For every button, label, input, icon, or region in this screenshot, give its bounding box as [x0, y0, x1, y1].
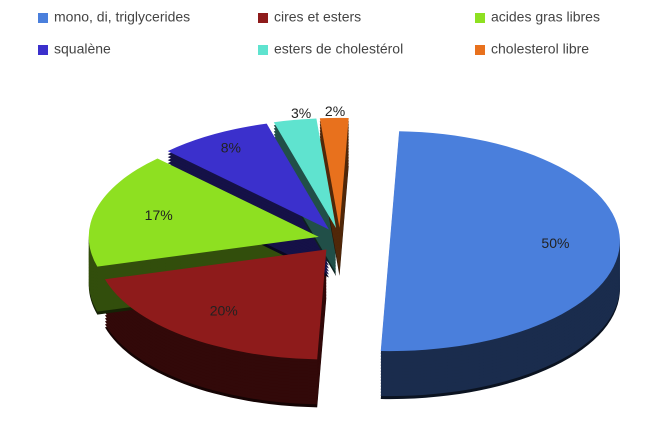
legend-swatch — [38, 45, 48, 55]
legend-swatch — [475, 45, 485, 55]
legend-label: acides gras libres — [491, 9, 600, 25]
value-label: 17% — [145, 207, 173, 223]
legend-label: cholesterol libre — [491, 41, 589, 57]
legend-swatch — [258, 45, 268, 55]
legend-label: cires et esters — [274, 9, 361, 25]
value-label: 3% — [291, 105, 311, 121]
legend-label: esters de cholestérol — [274, 41, 403, 57]
legend-swatch — [258, 13, 268, 23]
slice — [319, 117, 349, 228]
slice — [273, 118, 337, 229]
slice — [380, 131, 620, 352]
value-label: 2% — [325, 103, 345, 119]
value-label: 8% — [221, 139, 241, 155]
value-label: 20% — [210, 302, 238, 318]
slice — [167, 123, 329, 230]
legend-swatch — [38, 13, 48, 23]
slice — [88, 158, 319, 267]
value-label: 50% — [541, 235, 569, 251]
legend-swatch — [475, 13, 485, 23]
legend-label: squalène — [54, 41, 111, 57]
slice — [104, 249, 327, 360]
legend-label: mono, di, triglycerides — [54, 9, 190, 25]
